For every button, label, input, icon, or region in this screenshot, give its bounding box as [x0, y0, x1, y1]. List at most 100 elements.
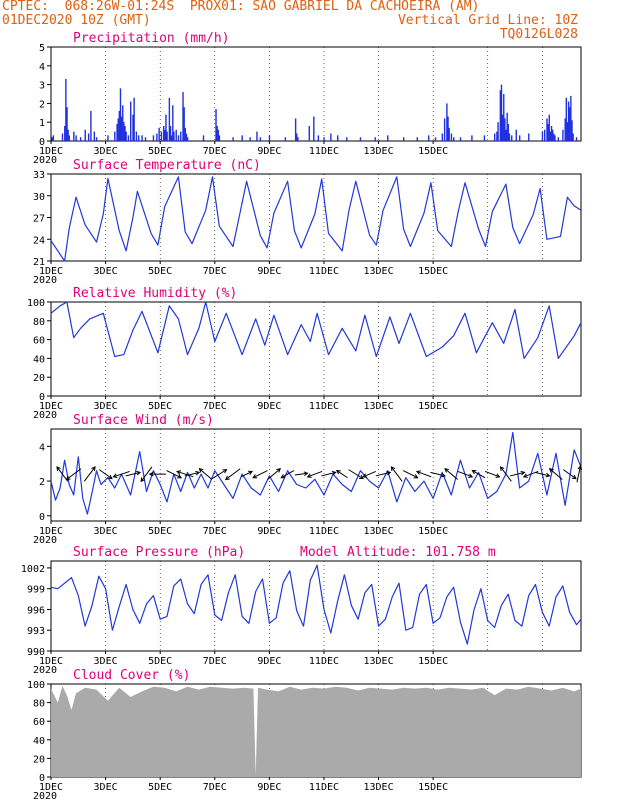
panel-title: Relative Humidity (%)	[73, 286, 237, 301]
series-line	[50, 431, 582, 515]
precip-bar	[160, 131, 163, 141]
precip-bar	[87, 133, 90, 141]
precip-bar	[330, 133, 332, 141]
x-tick-label: 5DEC	[148, 266, 172, 277]
x-tick-label: 11DEC	[309, 656, 339, 667]
precip-bar	[553, 133, 555, 141]
precip-bar	[500, 84, 503, 141]
x-tick-label: 3DEC	[94, 656, 118, 667]
x-year-label: 2020	[33, 535, 57, 546]
precip-bar	[158, 127, 160, 141]
precip-bar	[130, 101, 132, 141]
x-tick-label: 5DEC	[148, 782, 172, 793]
x-tick-label: 11DEC	[309, 526, 339, 537]
x-tick-label: 15DEC	[418, 526, 448, 537]
precip-bar	[183, 107, 185, 141]
precip-bar	[337, 135, 339, 141]
precip-bar	[144, 137, 147, 141]
wind-arrow	[224, 468, 241, 481]
x-year-label: 2020	[33, 791, 57, 800]
y-tick-label: 27	[33, 214, 45, 225]
x-year-label: 2020	[33, 410, 57, 421]
wind-arrow	[198, 468, 213, 480]
header-line1: CPTEC: 068:26W-01:24S PROX01: SAO GABRIE…	[2, 0, 480, 14]
precip-bar	[137, 135, 140, 141]
x-tick-label: 1DEC	[39, 401, 63, 412]
precip-bar	[450, 133, 453, 141]
precip-bar	[387, 135, 389, 141]
precip-bar	[448, 127, 450, 141]
precip-bar	[73, 131, 75, 141]
precip-bar	[557, 137, 560, 141]
x-tick-label: 13DEC	[363, 782, 393, 793]
precip-bar	[571, 120, 573, 141]
precip-bar	[75, 135, 77, 141]
precip-bar	[549, 131, 552, 141]
y-tick-label: 2	[39, 99, 45, 110]
x-tick-label: 13DEC	[363, 146, 393, 157]
y-tick-label: 33	[33, 170, 45, 181]
wind-arrow	[484, 470, 501, 478]
wind-arrow	[471, 470, 486, 479]
y-tick-label: 40	[33, 736, 45, 747]
x-tick-label: 5DEC	[148, 146, 172, 157]
y-tick-label: 20	[33, 373, 45, 384]
precip-bar	[162, 125, 165, 141]
precip-bar	[125, 131, 127, 141]
precip-bar	[504, 118, 506, 141]
precip-bar	[544, 129, 546, 141]
x-tick-label: 3DEC	[94, 782, 118, 793]
y-tick-label: 0	[39, 137, 45, 148]
panel-frame	[50, 173, 582, 262]
precip-bar	[241, 135, 243, 141]
wind-arrow	[148, 471, 167, 477]
x-tick-label: 11DEC	[309, 401, 339, 412]
precip-bar	[177, 135, 180, 141]
wind-arrow	[140, 466, 153, 483]
precip-bar	[61, 133, 64, 141]
precip-bar	[296, 133, 298, 141]
precip-bar	[550, 125, 553, 141]
precip-bar	[118, 110, 121, 141]
y-tick-label: 4	[39, 442, 45, 453]
precip-bar	[528, 133, 530, 141]
precip-bar	[402, 137, 405, 141]
wind-arrow	[335, 469, 348, 479]
precip-bar	[554, 135, 556, 141]
wind-arrow	[548, 468, 563, 480]
precip-bar	[132, 114, 134, 141]
x-tick-label: 7DEC	[203, 266, 227, 277]
header-model-code: TQ0126L028	[499, 27, 578, 42]
precip-bar	[122, 105, 124, 141]
x-tick-label: 15DEC	[418, 266, 448, 277]
wind-arrow	[390, 466, 403, 482]
precip-bar	[501, 114, 504, 141]
x-tick-label: 13DEC	[363, 266, 393, 277]
wind-arrow	[444, 468, 458, 480]
precip-bar	[217, 129, 219, 141]
wind-arrow	[112, 470, 130, 479]
precip-bar	[541, 131, 544, 141]
x-tick-label: 9DEC	[257, 401, 281, 412]
x-tick-label: 5DEC	[148, 401, 172, 412]
precip-bar	[64, 125, 66, 141]
precip-bar	[120, 116, 123, 141]
x-tick-label: 15DEC	[418, 782, 448, 793]
precip-bar	[548, 114, 550, 141]
precip-bar	[499, 90, 502, 141]
precip-bar	[152, 135, 155, 141]
y-tick-label: 24	[33, 235, 45, 246]
y-tick-label: 80	[33, 699, 45, 710]
precip-bar	[570, 95, 572, 141]
precip-bar	[216, 125, 218, 141]
precip-bar	[215, 109, 217, 141]
y-tick-label: 100	[27, 680, 45, 691]
x-year-label: 2020	[33, 275, 57, 286]
precip-bar	[323, 137, 325, 141]
wind-arrow	[294, 471, 309, 477]
precip-bar	[562, 129, 564, 141]
precip-bar	[95, 137, 98, 141]
precip-bar	[168, 97, 171, 141]
x-tick-label: 3DEC	[94, 526, 118, 537]
x-tick-label: 5DEC	[148, 656, 172, 667]
